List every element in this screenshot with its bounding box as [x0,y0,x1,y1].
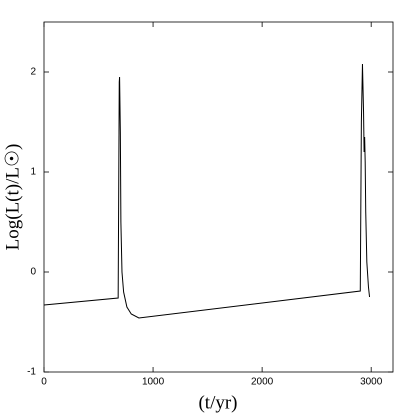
x-tick-label: 1000 [142,377,165,388]
x-axis-label: (t/yr) [198,392,237,413]
x-tick-label: 3000 [360,377,383,388]
line-series [43,63,371,319]
plot-frame [43,21,394,373]
y-tick-label: -1 [27,367,36,378]
y-tick-label: 2 [30,67,36,78]
x-tick-label: 2000 [251,377,274,388]
x-tick-label: 0 [41,377,47,388]
y-axis-label: Log(L(t)/L☉) [2,144,23,251]
y-tick-label: 0 [30,267,36,278]
y-tick-label: 1 [30,167,36,178]
